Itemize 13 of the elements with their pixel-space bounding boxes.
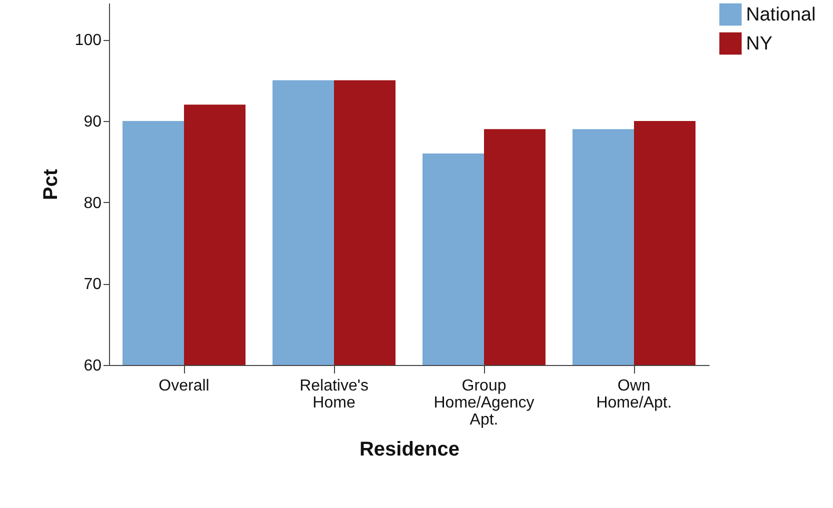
legend-label: NY: [746, 34, 773, 54]
x-axis-title: Residence: [359, 438, 460, 460]
x-tick-label: Group Home/Agency Apt.: [434, 378, 534, 428]
x-tick-label: Relative's Home: [300, 378, 368, 412]
y-axis-title: Pct: [40, 168, 62, 200]
y-tick-label: 70: [84, 276, 102, 294]
y-tick-label: 80: [84, 194, 102, 212]
y-tick-label: 60: [84, 358, 102, 374]
x-tick-label: Own Home/Apt.: [596, 378, 672, 412]
y-tick-label: 90: [84, 113, 102, 130]
x-tick-label: Overall: [158, 378, 210, 394]
y-tick-label: 100: [74, 32, 102, 50]
legend-label: National: [746, 4, 816, 26]
